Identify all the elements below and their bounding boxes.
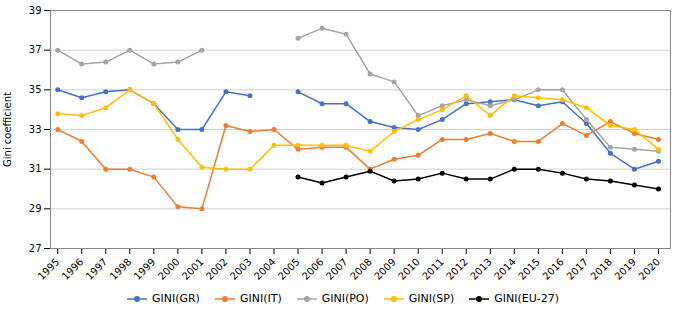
svg-text:35: 35 [29,84,42,95]
svg-text:2002: 2002 [204,256,230,282]
svg-text:2018: 2018 [588,256,614,282]
svg-text:2009: 2009 [372,256,398,282]
svg-text:2011: 2011 [420,256,446,282]
svg-text:39: 39 [29,5,42,16]
svg-text:2004: 2004 [252,256,278,282]
html-text:GINI(SP): GINI(SP) [408,292,455,305]
svg-text:2014: 2014 [492,256,518,282]
html-text:GINI(EU-27): GINI(EU-27) [494,292,560,305]
svg-text:1995: 1995 [36,256,62,282]
svg-text:2016: 2016 [540,256,566,282]
svg-text:Gini coefficient: Gini coefficient [2,92,13,167]
svg-text:2013: 2013 [468,256,494,282]
svg-text:1997: 1997 [84,256,110,282]
html-text:GINI(IT): GINI(IT) [239,292,282,305]
svg-text:27: 27 [29,243,42,254]
svg-text:33: 33 [29,124,42,135]
svg-text:2012: 2012 [444,256,470,282]
svg-text:29: 29 [29,203,42,214]
svg-text:2000: 2000 [156,256,182,282]
svg-text:2015: 2015 [516,256,542,282]
svg-text:2010: 2010 [396,256,422,282]
svg-text:2006: 2006 [300,256,326,282]
svg-text:2003: 2003 [228,256,254,282]
svg-text:1998: 1998 [108,256,134,282]
svg-text:31: 31 [29,163,42,174]
svg-text:2007: 2007 [324,256,350,282]
svg-text:37: 37 [29,44,42,55]
svg-text:2005: 2005 [276,256,302,282]
html-text:GINI(PO): GINI(PO) [321,292,369,305]
svg-text:2019: 2019 [612,256,638,282]
svg-text:1996: 1996 [60,256,86,282]
svg-text:2001: 2001 [180,256,206,282]
svg-text:2020: 2020 [636,256,662,282]
svg-text:1999: 1999 [132,256,158,282]
svg-text:2008: 2008 [348,256,374,282]
svg-text:2017: 2017 [564,256,590,282]
html-text:GINI(GR): GINI(GR) [151,292,200,305]
